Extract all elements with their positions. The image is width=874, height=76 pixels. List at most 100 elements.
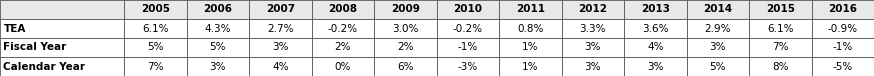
Bar	[187, 38, 249, 57]
Text: 3%: 3%	[585, 42, 601, 53]
Bar	[687, 57, 749, 76]
Bar	[624, 19, 687, 38]
Text: 2011: 2011	[516, 4, 545, 15]
Text: 6%: 6%	[397, 61, 413, 72]
Text: 2009: 2009	[391, 4, 420, 15]
Bar	[812, 19, 874, 38]
Bar	[124, 38, 187, 57]
Text: 3%: 3%	[210, 61, 226, 72]
Bar	[562, 19, 624, 38]
Text: -3%: -3%	[458, 61, 478, 72]
Bar	[312, 19, 374, 38]
Bar	[0, 0, 124, 19]
Text: 2.9%: 2.9%	[704, 23, 731, 34]
Bar	[124, 19, 187, 38]
Text: 0.8%: 0.8%	[517, 23, 544, 34]
Text: 2013: 2013	[641, 4, 669, 15]
Text: 3%: 3%	[272, 42, 288, 53]
Bar	[624, 38, 687, 57]
Bar	[749, 19, 812, 38]
Text: 4.3%: 4.3%	[205, 23, 231, 34]
Text: -1%: -1%	[458, 42, 478, 53]
Bar	[0, 38, 124, 57]
Bar	[499, 0, 562, 19]
Text: -1%: -1%	[833, 42, 853, 53]
Bar	[624, 0, 687, 19]
Text: 2006: 2006	[204, 4, 232, 15]
Bar	[499, 57, 562, 76]
Text: 3.6%: 3.6%	[642, 23, 669, 34]
Text: 8%: 8%	[772, 61, 788, 72]
Bar	[249, 57, 312, 76]
Bar	[749, 38, 812, 57]
Text: 5%: 5%	[147, 42, 163, 53]
Text: 3.0%: 3.0%	[392, 23, 419, 34]
Text: 3.3%: 3.3%	[579, 23, 606, 34]
Text: 7%: 7%	[772, 42, 788, 53]
Text: 2015: 2015	[766, 4, 794, 15]
Text: 2010: 2010	[454, 4, 482, 15]
Text: 5%: 5%	[210, 42, 226, 53]
Text: 3%: 3%	[585, 61, 601, 72]
Bar	[812, 57, 874, 76]
Text: TEA: TEA	[3, 23, 26, 34]
Text: -0.2%: -0.2%	[453, 23, 482, 34]
Text: Fiscal Year: Fiscal Year	[3, 42, 66, 53]
Bar	[187, 57, 249, 76]
Text: 1%: 1%	[522, 42, 538, 53]
Bar	[499, 38, 562, 57]
Bar	[687, 19, 749, 38]
Bar	[249, 19, 312, 38]
Bar	[312, 0, 374, 19]
Text: -0.2%: -0.2%	[328, 23, 357, 34]
Text: 2016: 2016	[829, 4, 857, 15]
Bar	[562, 0, 624, 19]
Bar	[812, 0, 874, 19]
Bar	[249, 38, 312, 57]
Text: 2%: 2%	[335, 42, 351, 53]
Text: 1%: 1%	[522, 61, 538, 72]
Bar	[437, 19, 499, 38]
Bar	[749, 57, 812, 76]
Text: 2.7%: 2.7%	[267, 23, 294, 34]
Bar	[812, 38, 874, 57]
Text: 2005: 2005	[141, 4, 170, 15]
Bar	[374, 19, 437, 38]
Bar	[374, 0, 437, 19]
Bar	[0, 19, 124, 38]
Bar	[374, 38, 437, 57]
Bar	[437, 57, 499, 76]
Text: 2012: 2012	[579, 4, 607, 15]
Bar	[124, 0, 187, 19]
Text: 6.1%: 6.1%	[142, 23, 169, 34]
Text: 2%: 2%	[397, 42, 413, 53]
Text: 2008: 2008	[329, 4, 357, 15]
Bar	[312, 38, 374, 57]
Bar	[687, 0, 749, 19]
Text: 2014: 2014	[704, 4, 732, 15]
Text: 5%: 5%	[710, 61, 726, 72]
Text: 7%: 7%	[147, 61, 163, 72]
Text: Calendar Year: Calendar Year	[3, 61, 86, 72]
Text: -0.9%: -0.9%	[828, 23, 857, 34]
Text: 3%: 3%	[710, 42, 726, 53]
Bar	[0, 57, 124, 76]
Text: 0%: 0%	[335, 61, 351, 72]
Bar	[249, 0, 312, 19]
Bar	[499, 19, 562, 38]
Text: -5%: -5%	[833, 61, 853, 72]
Bar	[624, 57, 687, 76]
Bar	[187, 19, 249, 38]
Bar	[187, 0, 249, 19]
Bar	[437, 0, 499, 19]
Bar	[312, 57, 374, 76]
Bar	[374, 57, 437, 76]
Text: 4%: 4%	[647, 42, 663, 53]
Bar	[124, 57, 187, 76]
Text: 6.1%: 6.1%	[767, 23, 794, 34]
Text: 4%: 4%	[272, 61, 288, 72]
Bar	[687, 38, 749, 57]
Bar	[562, 57, 624, 76]
Text: 2007: 2007	[266, 4, 295, 15]
Bar	[437, 38, 499, 57]
